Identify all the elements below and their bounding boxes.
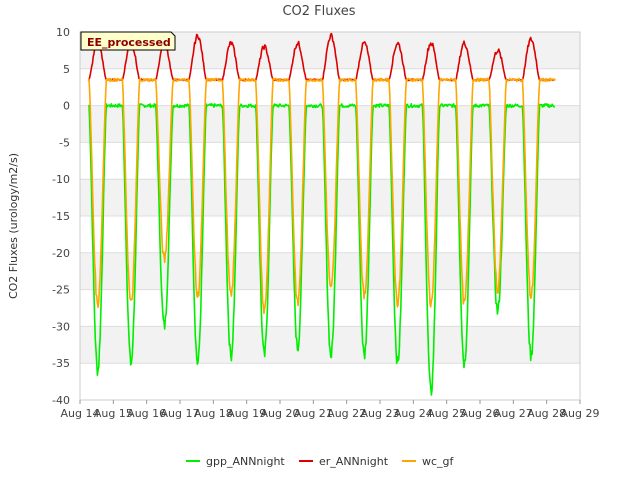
legend-label: wc_gf (422, 455, 455, 468)
legend-item: er_ANNnight (299, 455, 389, 468)
x-tick-label: Aug 16 (127, 407, 166, 420)
x-tick-label: Aug 27 (494, 407, 533, 420)
legend-label: gpp_ANNnight (206, 455, 285, 468)
x-tick-label: Aug 18 (194, 407, 233, 420)
x-tick-label: Aug 22 (327, 407, 366, 420)
series-line-gpp_ANNnight (88, 103, 556, 396)
y-tick-label: -40 (52, 394, 70, 407)
x-tick-label: Aug 28 (527, 407, 566, 420)
grid-band (80, 179, 580, 216)
series-line-wc_gf (87, 77, 556, 315)
x-tick-label: Aug 20 (261, 407, 300, 420)
legend-item: wc_gf (402, 455, 455, 468)
legend-item: gpp_ANNnight (186, 455, 285, 468)
x-tick-label: Aug 29 (561, 407, 600, 420)
y-axis-label: CO2 Fluxes (urology/m2/s) (7, 153, 20, 299)
x-tick-label: Aug 14 (61, 407, 100, 420)
x-tick-label: Aug 25 (427, 407, 466, 420)
y-tick-label: -15 (52, 210, 70, 223)
y-tick-label: -20 (52, 247, 70, 260)
grid-band (80, 105, 580, 143)
y-tick-label: 10 (56, 26, 70, 39)
chart-title: CO2 Fluxes (282, 4, 355, 19)
badge-label: EE_processed (87, 36, 171, 49)
x-tick-label: Aug 21 (294, 407, 333, 420)
x-tick-label: Aug 17 (161, 407, 200, 420)
y-tick-label: -25 (52, 284, 70, 297)
badge-box (80, 31, 176, 51)
legend-label: er_ANNnight (319, 455, 389, 468)
y-tick-label: 0 (63, 100, 70, 113)
x-tick-label: Aug 26 (461, 407, 500, 420)
y-tick-label: -5 (59, 136, 70, 149)
x-tick-label: Aug 15 (94, 407, 133, 420)
processing-badge: EE_processed (80, 31, 176, 51)
plot-frame (79, 31, 581, 401)
y-tick-label: -30 (52, 320, 70, 333)
x-tick-label: Aug 23 (361, 407, 400, 420)
legend: gpp_ANNnight er_ANNnight wc_gf (186, 455, 455, 468)
y-tick-label: -35 (52, 357, 70, 370)
y-tick-label: -10 (52, 173, 70, 186)
x-tick-label: Aug 19 (227, 407, 266, 420)
x-tick-label: Aug 24 (394, 407, 433, 420)
y-tick-label: 5 (63, 63, 70, 76)
